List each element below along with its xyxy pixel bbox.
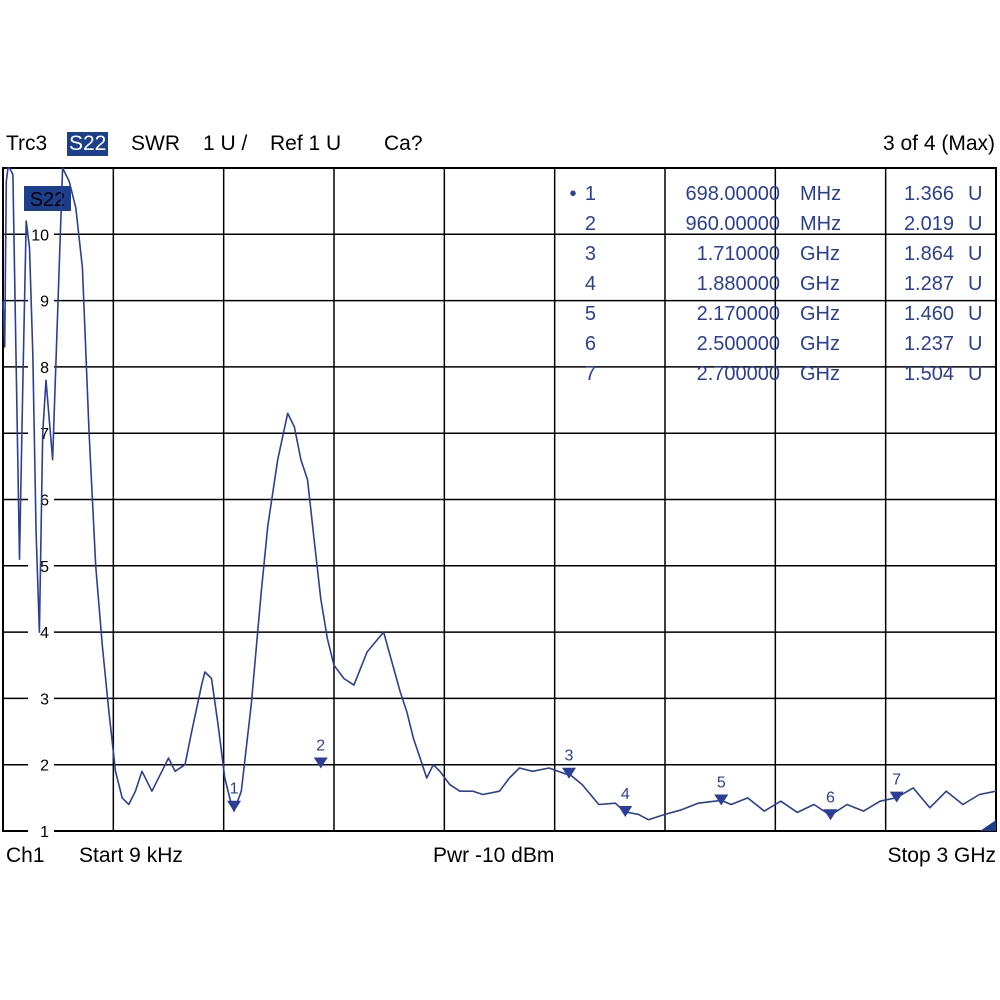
marker-triangle-icon — [618, 805, 633, 817]
y-tick-label-bg — [28, 822, 54, 840]
marker-table-value: 1.864 — [904, 243, 954, 265]
trace-markers: 1 2 3 4 5 6 7 — [227, 737, 904, 821]
channel-label: Ch1 — [6, 844, 45, 867]
marker-table-unit: MHz — [800, 213, 841, 235]
marker-table-unit: GHz — [800, 273, 840, 295]
active-marker-bullet: • — [569, 183, 576, 205]
param-badge[interactable]: S22 — [67, 132, 109, 156]
y-tick-label-bg — [28, 357, 54, 376]
marker-table: • 1 698.00000 MHz 1.366 U 2 960.00000 MHz 2.019 U 3… — [569, 183, 982, 385]
marker-table-frequency: 698.00000 — [685, 183, 780, 205]
marker-table-value-unit: U — [968, 333, 982, 355]
marker-number: 2 — [316, 737, 325, 754]
marker-table-value-unit: U — [968, 363, 982, 385]
marker-triangle-icon — [823, 809, 838, 821]
format-label: SWR — [131, 132, 180, 155]
marker-table-value: 1.504 — [904, 363, 954, 385]
marker-triangle-icon — [227, 800, 242, 812]
marker-number: 1 — [230, 781, 239, 798]
marker-table-frequency: 2.170000 — [697, 303, 780, 325]
marker-table-frequency: 2.500000 — [697, 333, 780, 355]
y-tick-label-bg — [28, 225, 54, 244]
marker-table-id: 3 — [585, 243, 596, 265]
marker-table-value-unit: U — [968, 303, 982, 325]
marker-table-id: 5 — [585, 303, 596, 325]
marker-table-unit: GHz — [800, 363, 840, 385]
marker-number: 5 — [717, 775, 726, 792]
marker-number: 3 — [565, 748, 574, 765]
y-tick-label-bg — [28, 623, 54, 642]
marker-triangle-icon — [313, 757, 328, 769]
y-tick-label-bg — [28, 291, 54, 310]
page-indicator: 3 of 4 (Max) — [882, 132, 995, 155]
marker-table-value: 2.019 — [904, 213, 954, 235]
marker-triangle-icon — [889, 791, 904, 803]
marker-triangle-icon — [562, 767, 577, 779]
cal-status: Ca? — [384, 132, 423, 155]
scale-label: 1 U / — [203, 132, 248, 155]
start-freq[interactable]: Start 9 kHz — [79, 844, 183, 867]
marker-table-id: 7 — [585, 363, 596, 385]
marker-table-id: 6 — [585, 333, 596, 355]
marker-number: 6 — [826, 789, 835, 806]
y-tick-label: 10 — [31, 227, 49, 244]
marker-table-value: 1.460 — [904, 303, 954, 325]
y-tick-label-bg — [28, 689, 54, 708]
trace-label: Trc3 — [6, 132, 48, 155]
marker-table-value-unit: U — [968, 183, 982, 205]
marker-table-unit: GHz — [800, 243, 840, 265]
y-tick-label: 8 — [40, 360, 49, 377]
y-tick-label: 2 — [40, 758, 49, 775]
y-tick-label: 3 — [40, 691, 49, 708]
y-tick-label: 7 — [40, 426, 49, 443]
y-tick-label-bg — [28, 755, 54, 774]
marker-table-value-unit: U — [968, 243, 982, 265]
marker-table-id: 4 — [585, 273, 596, 295]
y-tick-label: 1 — [40, 824, 49, 841]
marker-number: 7 — [892, 772, 901, 789]
marker-table-frequency: 960.00000 — [685, 213, 780, 235]
stop-freq[interactable]: Stop 3 GHz — [887, 844, 996, 867]
marker-number: 4 — [621, 786, 630, 803]
marker-table-value: 1.237 — [904, 333, 954, 355]
trace-tag-label: S22 — [30, 189, 66, 211]
power-level[interactable]: Pwr -10 dBm — [433, 844, 555, 867]
marker-table-frequency: 2.700000 — [697, 363, 780, 385]
marker-table-id: 1 — [585, 183, 596, 205]
marker-table-unit: GHz — [800, 303, 840, 325]
y-tick-label: 9 — [40, 294, 49, 311]
marker-triangle-icon — [714, 794, 729, 806]
y-tick-label: 6 — [40, 493, 49, 510]
marker-table-value: 1.366 — [904, 183, 954, 205]
marker-table-id: 2 — [585, 213, 596, 235]
marker-table-unit: GHz — [800, 333, 840, 355]
ref-label: Ref 1 U — [270, 132, 342, 155]
y-tick-label: 4 — [40, 625, 49, 642]
trace-tag — [24, 186, 71, 211]
marker-table-value-unit: U — [968, 273, 982, 295]
y-tick-label: 5 — [40, 559, 49, 576]
marker-table-value-unit: U — [968, 213, 982, 235]
stop-arrow-icon — [980, 820, 996, 831]
s22-trace-line — [2, 167, 997, 821]
marker-table-frequency: 1.880000 — [697, 273, 780, 295]
marker-table-unit: MHz — [800, 183, 841, 205]
marker-table-value: 1.287 — [904, 273, 954, 295]
grid-lines — [3, 168, 996, 831]
marker-table-frequency: 1.710000 — [697, 243, 780, 265]
